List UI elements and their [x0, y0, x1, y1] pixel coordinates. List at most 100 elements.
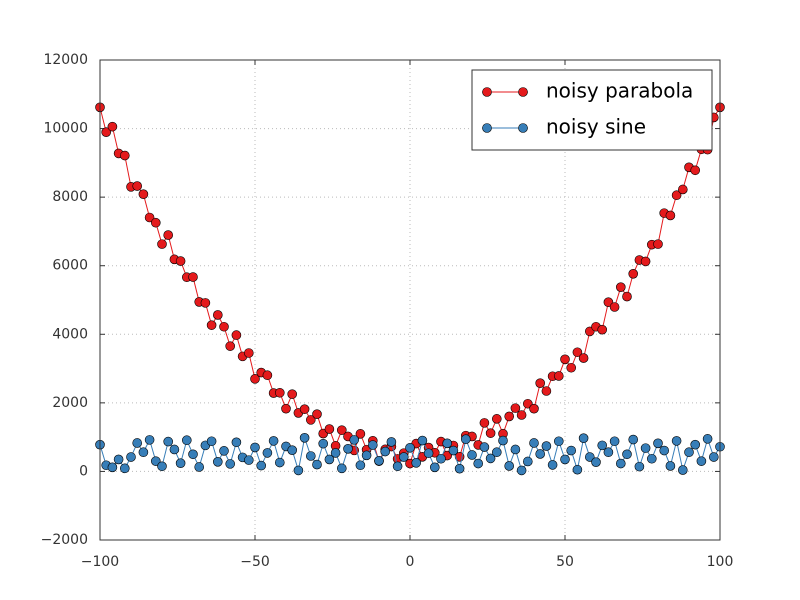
data-point	[677, 465, 688, 475]
data-point	[138, 447, 149, 458]
data-point	[305, 451, 316, 461]
data-point	[336, 425, 347, 435]
data-point	[659, 445, 670, 456]
data-point	[206, 436, 217, 447]
data-point	[609, 302, 620, 312]
x-tick-label: 0	[406, 554, 415, 570]
data-point	[467, 450, 477, 460]
data-point	[367, 440, 378, 450]
data-point	[213, 310, 223, 320]
data-point	[138, 189, 149, 199]
data-point	[696, 456, 707, 466]
y-tick-label: 4000	[52, 326, 88, 342]
data-point	[188, 449, 198, 460]
data-point	[386, 437, 397, 447]
data-point	[157, 461, 167, 472]
data-point	[374, 455, 384, 466]
data-point	[219, 321, 229, 332]
data-point	[392, 461, 403, 472]
data-point	[151, 217, 161, 228]
data-point	[175, 256, 186, 266]
data-point	[535, 378, 546, 388]
legend: noisy parabola noisy sine	[471, 69, 713, 151]
data-point	[126, 452, 136, 462]
data-point	[510, 444, 521, 455]
data-point	[553, 371, 564, 381]
data-point	[268, 436, 279, 446]
data-point	[113, 454, 124, 465]
data-point	[299, 404, 310, 414]
data-point	[262, 370, 273, 381]
data-point	[653, 438, 663, 449]
data-point	[442, 438, 453, 449]
data-point	[578, 353, 589, 363]
data-point	[479, 442, 490, 452]
data-point	[547, 460, 558, 470]
data-point	[274, 457, 285, 468]
data-point	[591, 457, 601, 467]
data-point	[491, 414, 502, 424]
data-point	[157, 239, 167, 249]
data-point	[312, 409, 322, 419]
data-point	[200, 298, 211, 308]
data-point	[175, 458, 186, 469]
data-point	[107, 121, 118, 132]
data-point	[256, 460, 267, 471]
data-point	[566, 362, 577, 373]
data-point	[144, 435, 155, 445]
data-point	[349, 435, 360, 445]
data-point	[101, 127, 111, 138]
data-point	[262, 448, 273, 458]
data-point	[597, 324, 608, 335]
data-point	[163, 230, 173, 240]
data-point	[250, 374, 260, 384]
data-point	[182, 435, 192, 446]
data-point	[578, 433, 589, 443]
data-point	[671, 436, 682, 446]
y-tick-label: 12000	[43, 52, 88, 68]
data-point	[684, 447, 694, 458]
data-point	[324, 454, 335, 465]
data-point	[312, 459, 322, 470]
data-point	[460, 434, 471, 445]
data-point	[194, 462, 204, 472]
data-point	[398, 452, 409, 462]
data-point	[244, 348, 254, 358]
data-point	[690, 165, 701, 176]
data-point	[529, 403, 539, 414]
data-point	[615, 282, 626, 292]
y-tick-label: 0	[79, 463, 88, 479]
x-tick-label: 50	[556, 554, 574, 570]
data-point	[622, 449, 632, 460]
data-point	[504, 461, 515, 471]
data-point	[708, 452, 719, 462]
data-point	[318, 438, 329, 449]
data-point	[324, 424, 335, 434]
data-point	[293, 465, 304, 476]
data-point	[653, 239, 663, 249]
data-point	[423, 448, 434, 459]
data-point	[219, 446, 229, 456]
data-point	[213, 457, 223, 467]
data-point	[132, 438, 142, 448]
data-point	[343, 443, 353, 454]
legend-label: noisy parabola	[546, 79, 693, 103]
legend-marker	[518, 87, 528, 97]
data-point	[299, 433, 310, 443]
data-point	[541, 441, 552, 451]
data-point	[560, 454, 570, 465]
data-point	[454, 463, 465, 474]
y-tick-label: 10000	[43, 121, 88, 137]
data-point	[597, 440, 608, 451]
data-point	[120, 150, 130, 161]
data-point	[163, 436, 173, 447]
data-point	[646, 453, 657, 464]
data-point	[609, 436, 620, 447]
data-point	[287, 445, 298, 455]
data-point	[671, 190, 682, 201]
data-point	[274, 387, 285, 398]
data-point	[485, 428, 496, 438]
data-point	[120, 463, 130, 474]
y-tick-label: 2000	[52, 395, 88, 411]
